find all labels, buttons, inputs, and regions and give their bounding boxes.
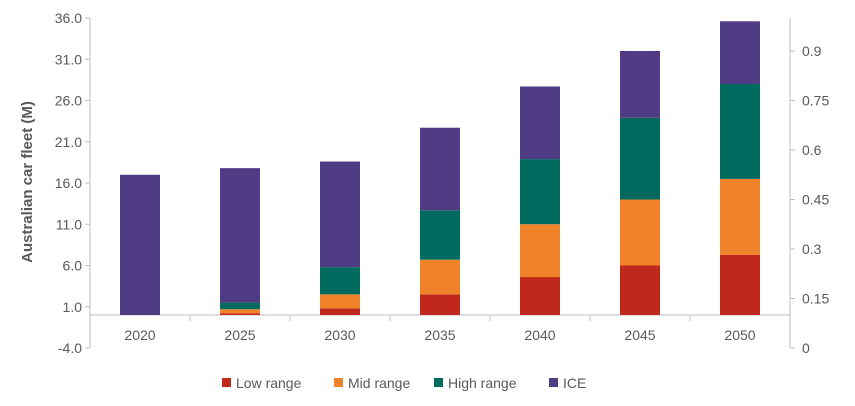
legend: Low range Mid range High range ICE: [222, 375, 586, 391]
bar-segment: [520, 224, 560, 278]
y-tick-label: 6.0: [63, 258, 83, 274]
x-tick-label: 2035: [424, 327, 455, 343]
bar-segment: [420, 259, 460, 295]
x-tick-label: 2020: [124, 327, 155, 343]
bar-segment: [720, 254, 760, 315]
x-tick-label: 2040: [524, 327, 555, 343]
legend-swatch: [334, 378, 343, 387]
bar-segment: [520, 159, 560, 225]
secondary-y-tick-label: 0.9: [802, 43, 822, 59]
x-axis: 2020 2025 2030 2035 2040 2045 2050: [89, 314, 791, 343]
secondary-y-tick-label: 0.15: [802, 291, 829, 307]
bar-segment: [520, 86, 560, 160]
bar-segment: [220, 313, 260, 315]
bar-segment: [520, 277, 560, 315]
secondary-y-tick-label: 0.6: [802, 142, 822, 158]
bar-segment: [720, 84, 760, 179]
y-tick-label: 26.0: [55, 93, 82, 109]
bar-segment: [120, 174, 160, 315]
legend-item: High range: [434, 375, 517, 391]
legend-swatch: [434, 378, 443, 387]
y-tick-label: 36.0: [55, 10, 82, 26]
bar-segment: [320, 161, 360, 268]
bar-segment: [620, 51, 660, 118]
bar-segment: [420, 294, 460, 315]
bars: [120, 21, 760, 315]
bar-segment: [220, 168, 260, 303]
bar-segment: [620, 199, 660, 266]
x-tick-label: 2025: [224, 327, 255, 343]
x-tick-label: 2030: [324, 327, 355, 343]
y-tick-label: 21.0: [55, 134, 82, 150]
y-tick-label: 1.0: [63, 299, 83, 315]
bar-segment: [320, 294, 360, 309]
x-tick-label: 2050: [724, 327, 755, 343]
bar-segment: [420, 210, 460, 260]
legend-item: Mid range: [334, 375, 410, 391]
bar-segment: [220, 302, 260, 310]
y-tick-label: 16.0: [55, 175, 82, 191]
legend-label: Mid range: [348, 375, 410, 391]
y-axis: 36.0 31.0 26.0 21.0 16.0 11.0 6.0 1.0 -4.0: [55, 10, 91, 356]
y-tick-label: 11.0: [56, 216, 82, 232]
legend-item: ICE: [549, 375, 586, 391]
x-tick-label: 2045: [624, 327, 655, 343]
secondary-y-tick-label: 0.3: [802, 241, 822, 257]
bar-segment: [620, 117, 660, 200]
bar-segment: [220, 309, 260, 314]
bar-segment: [320, 308, 360, 315]
legend-swatch: [222, 378, 231, 387]
secondary-y-axis: 0.9 0.75 0.6 0.45 0.3 0.15 0: [789, 18, 829, 356]
secondary-y-tick-label: 0.45: [802, 192, 829, 208]
bar-segment: [620, 265, 660, 315]
secondary-y-tick-label: 0: [802, 340, 810, 356]
bar-segment: [720, 21, 760, 84]
legend-label: ICE: [563, 375, 586, 391]
y-tick-label: -4.0: [58, 340, 82, 356]
legend-label: Low range: [236, 375, 302, 391]
legend-label: High range: [448, 375, 517, 391]
legend-item: Low range: [222, 375, 302, 391]
y-tick-label: 31.0: [55, 51, 82, 67]
bar-segment: [320, 267, 360, 295]
secondary-y-tick-label: 0.75: [802, 93, 829, 109]
bar-segment: [720, 178, 760, 255]
legend-swatch: [549, 378, 558, 387]
bar-segment: [420, 127, 460, 211]
y-axis-title: Australian car fleet (M): [19, 101, 36, 263]
